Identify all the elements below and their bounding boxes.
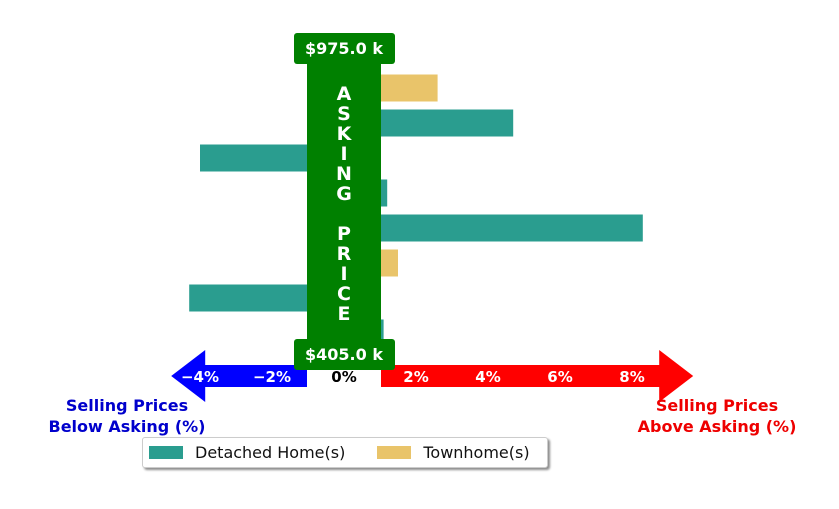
legend-label: Detached Home(s)	[195, 443, 346, 462]
bar-detached-2	[381, 179, 388, 207]
asking-price-label: ASKING PRICE	[336, 83, 353, 325]
x-tick-2: 0%	[331, 368, 356, 386]
below-asking-arrow	[171, 350, 307, 402]
bars	[189, 74, 643, 347]
price-bottom-label: $405.0 k	[305, 345, 383, 364]
asking-price-band: $975.0 k $405.0 k ASKING PRICE	[294, 33, 395, 370]
bar-detached-0	[381, 109, 514, 137]
bar-detached-5	[381, 319, 384, 347]
x-tick-3: 2%	[403, 368, 428, 386]
asking-price-column	[307, 48, 381, 354]
legend-label: Townhome(s)	[423, 443, 530, 462]
bar-detached-4	[189, 284, 307, 312]
bar-townhome-0	[381, 74, 438, 102]
x-tick-6: 8%	[619, 368, 644, 386]
x-tick-labels: −4% −2% 0% 2% 4% 6% 8%	[181, 368, 645, 386]
bar-detached-3	[381, 214, 643, 242]
bar-detached-1	[200, 144, 307, 172]
above-asking-label-0: Selling Prices	[656, 396, 778, 415]
below-asking-label-0: Selling Prices	[66, 396, 188, 415]
axis-arrows	[171, 350, 694, 402]
x-tick-0: −4%	[181, 368, 219, 386]
legend-item-detached: Detached Home(s)	[149, 443, 345, 462]
price-top-label: $975.0 k	[305, 39, 383, 58]
legend: Detached Home(s) Townhome(s)	[142, 437, 548, 468]
below-asking-label-1: Below Asking (%)	[49, 417, 206, 436]
legend-item-townhome: Townhome(s)	[377, 443, 530, 462]
x-tick-5: 6%	[547, 368, 572, 386]
x-tick-4: 4%	[475, 368, 500, 386]
bar-townhome-1	[381, 249, 398, 277]
legend-swatch	[149, 446, 183, 459]
side-labels: Selling Prices Below Asking (%) Selling Pr…	[49, 396, 797, 436]
price-top-box	[294, 33, 395, 64]
above-asking-arrow	[381, 350, 694, 402]
above-asking-label-1: Above Asking (%)	[638, 417, 797, 436]
legend-swatch	[377, 446, 412, 459]
x-tick-1: −2%	[253, 368, 291, 386]
price-bottom-box	[294, 339, 395, 370]
